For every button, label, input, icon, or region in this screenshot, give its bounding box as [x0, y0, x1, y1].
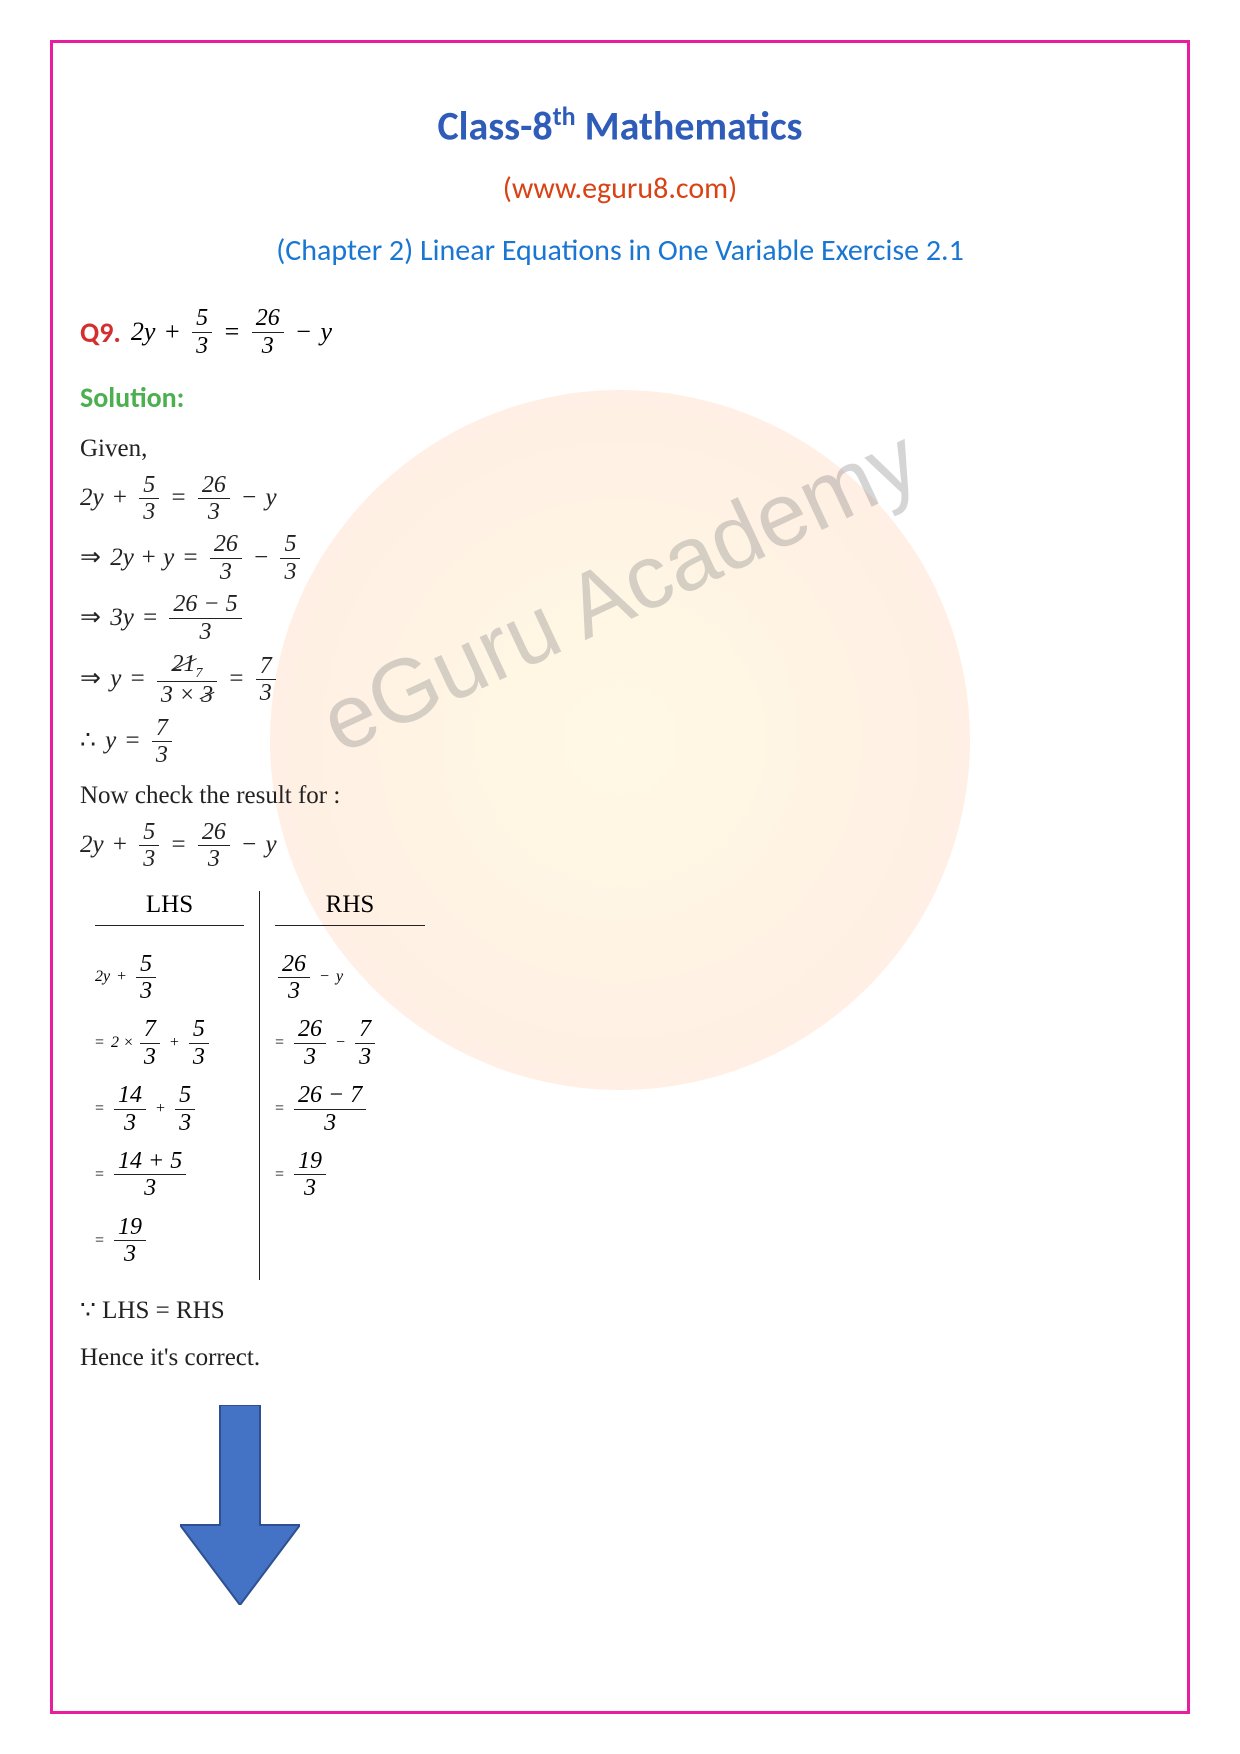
step-4: ⇒ y = 2173 × 3 = 73: [80, 651, 1160, 709]
step-3: ⇒ 3y = 26 − 53: [80, 591, 1160, 645]
question-equation: 2y + 53 = 263 − y: [131, 305, 332, 359]
rhs-header: RHS: [275, 891, 425, 926]
check-text: Now check the result for :: [80, 780, 1160, 813]
conclusion-2: Hence it's correct.: [80, 1342, 1160, 1375]
step-answer: ∴ y = 73: [80, 715, 1160, 769]
lhs-header: LHS: [95, 891, 244, 926]
down-arrow-icon: [180, 1405, 1160, 1610]
lhs-step-5: = 193: [95, 1214, 244, 1268]
conclusion-1: ∵ LHS = RHS: [80, 1295, 1160, 1328]
page-title: Class-8th Mathematics: [80, 100, 1160, 150]
title-prefix: Class-8: [437, 101, 552, 150]
title-suffix: Mathematics: [576, 101, 803, 150]
title-sup: th: [553, 100, 576, 132]
rhs-step-2: = 263 − 73: [275, 1016, 425, 1070]
question-row: Q9. 2y + 53 = 263 − y: [80, 299, 1160, 365]
lhs-step-1: 2y + 53: [95, 951, 244, 1005]
given-text: Given,: [80, 433, 1160, 466]
lhs-step-3: = 143 + 53: [95, 1082, 244, 1136]
rhs-step-1: 263 − y: [275, 951, 425, 1005]
step-2: ⇒ 2y + y = 263 − 53: [80, 531, 1160, 585]
verification-table: LHS 2y + 53 = 2 × 73 + 53 = 143 + 53: [80, 891, 1160, 1280]
lhs-column: LHS 2y + 53 = 2 × 73 + 53 = 143 + 53: [80, 891, 260, 1280]
page-content: eGuru Academy Class-8th Mathematics (www…: [50, 40, 1190, 1714]
step-1: 2y + 53 = 263 − y: [80, 472, 1160, 526]
lhs-step-4: = 14 + 53: [95, 1148, 244, 1202]
question-label: Q9.: [80, 315, 121, 350]
website-url: (www.eguru8.com): [80, 170, 1160, 207]
rhs-column: RHS 263 − y = 263 − 73 = 26 − 73 =: [260, 891, 440, 1280]
chapter-heading: (Chapter 2) Linear Equations in One Vari…: [80, 232, 1160, 269]
solution-label: Solution:: [80, 380, 1160, 415]
check-equation: 2y + 53 = 263 − y: [80, 819, 1160, 873]
rhs-step-4: = 193: [275, 1148, 425, 1202]
lhs-step-2: = 2 × 73 + 53: [95, 1016, 244, 1070]
rhs-step-3: = 26 − 73: [275, 1082, 425, 1136]
